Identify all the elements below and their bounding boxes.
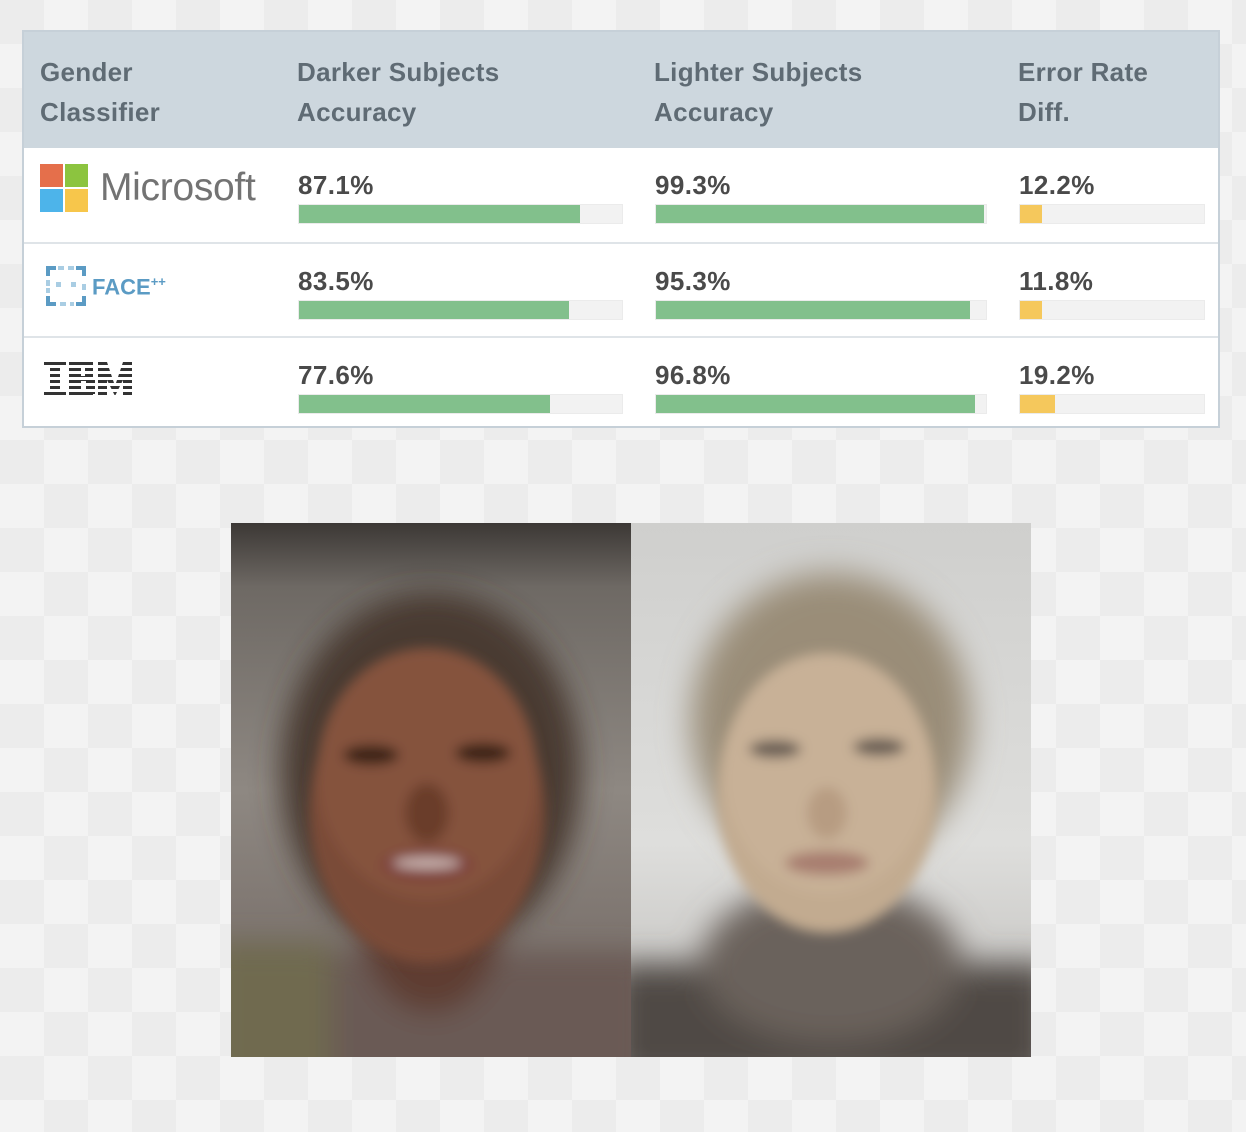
table-row-ibm: 77.6% 96.8% 19.2% xyxy=(24,336,1218,432)
darker-accuracy-value: 83.5% xyxy=(298,266,374,296)
header-error-rate-diff: Error Rate Diff. xyxy=(1018,52,1148,132)
ibm-logo xyxy=(44,360,132,398)
table-row-facepp: FACE++ 83.5% 95.3% 11.8% xyxy=(24,242,1218,338)
darker-accuracy-value: 77.6% xyxy=(298,360,374,390)
darker-accuracy-bar-track xyxy=(298,394,623,414)
table-row-microsoft: Microsoft 87.1% 99.3% 12.2% xyxy=(24,148,1218,242)
header-darker-accuracy: Darker Subjects Accuracy xyxy=(297,52,499,132)
lighter-accuracy-bar-track xyxy=(655,204,987,224)
facepp-wordmark-sup: ++ xyxy=(150,274,166,289)
darker-accuracy-bar xyxy=(299,301,569,319)
lighter-accuracy-bar xyxy=(656,301,971,319)
error-rate-diff-bar-track xyxy=(1019,204,1205,224)
darker-accuracy-bar-track xyxy=(298,204,623,224)
header-line: Gender xyxy=(40,57,133,87)
header-line: Darker Subjects xyxy=(297,57,500,87)
lighter-face-photo-icon xyxy=(631,523,1031,1057)
lighter-accuracy-bar-track xyxy=(655,300,987,320)
table-header: Gender Classifier Darker Subjects Accura… xyxy=(24,32,1218,148)
microsoft-wordmark: Microsoft xyxy=(100,166,256,209)
facepp-frame-icon xyxy=(46,266,86,306)
error-rate-diff-bar xyxy=(1020,301,1042,319)
darker-accuracy-bar xyxy=(299,205,581,223)
header-line: Accuracy xyxy=(297,97,417,127)
header-gender-classifier: Gender Classifier xyxy=(40,52,160,132)
header-line: Lighter Subjects xyxy=(654,57,863,87)
error-rate-diff-value: 11.8% xyxy=(1019,266,1094,296)
darker-face-photo-icon xyxy=(231,523,631,1057)
header-lighter-accuracy: Lighter Subjects Accuracy xyxy=(654,52,863,132)
lighter-accuracy-bar xyxy=(656,395,976,413)
lighter-accuracy-value: 99.3% xyxy=(655,170,731,200)
error-rate-diff-bar xyxy=(1020,205,1043,223)
header-line: Diff. xyxy=(1018,97,1071,127)
facepp-logo: FACE++ xyxy=(44,264,184,308)
lighter-accuracy-bar xyxy=(656,205,984,223)
error-rate-diff-value: 12.2% xyxy=(1019,170,1095,200)
microsoft-squares-icon xyxy=(40,164,88,212)
lighter-accuracy-value: 96.8% xyxy=(655,360,731,390)
darker-average-face-image xyxy=(231,523,631,1057)
darker-accuracy-value: 87.1% xyxy=(298,170,374,200)
classifier-accuracy-table: Gender Classifier Darker Subjects Accura… xyxy=(22,30,1220,428)
facepp-wordmark: FACE++ xyxy=(92,274,166,300)
lighter-accuracy-value: 95.3% xyxy=(655,266,731,296)
header-line: Accuracy xyxy=(654,97,774,127)
lighter-accuracy-bar-track xyxy=(655,394,987,414)
error-rate-diff-bar-track xyxy=(1019,300,1205,320)
error-rate-diff-bar xyxy=(1020,395,1056,413)
header-line: Classifier xyxy=(40,97,161,127)
lighter-average-face-image xyxy=(631,523,1031,1057)
ibm-striped-logo-icon xyxy=(44,362,132,395)
darker-accuracy-bar xyxy=(299,395,550,413)
error-rate-diff-value: 19.2% xyxy=(1019,360,1095,390)
darker-accuracy-bar-track xyxy=(298,300,623,320)
microsoft-logo: Microsoft xyxy=(40,164,270,212)
average-face-images xyxy=(231,523,1031,1057)
header-line: Error Rate xyxy=(1018,57,1149,87)
facepp-wordmark-text: FACE xyxy=(92,274,151,300)
error-rate-diff-bar-track xyxy=(1019,394,1205,414)
